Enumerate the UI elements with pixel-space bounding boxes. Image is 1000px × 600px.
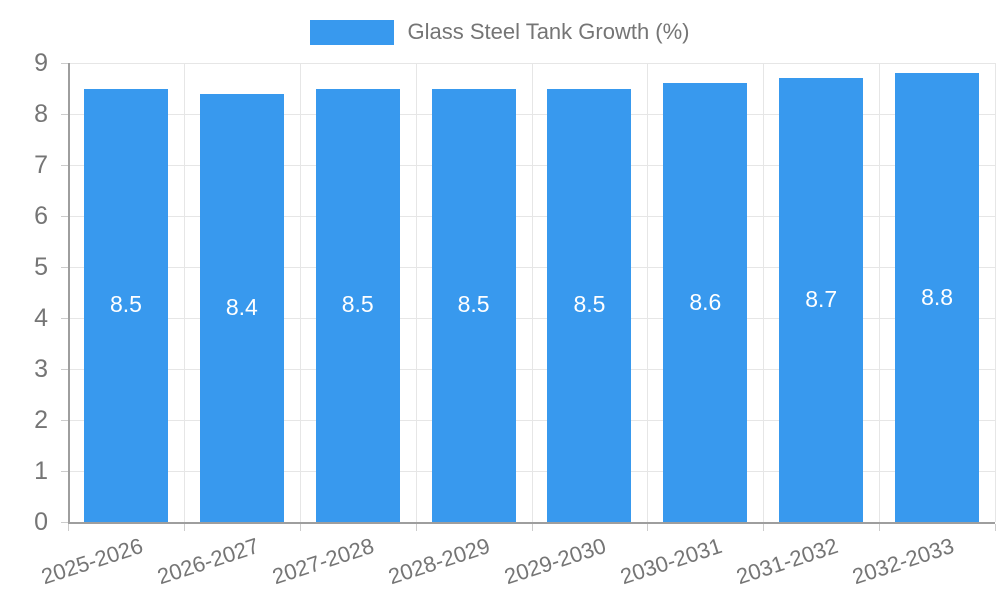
bar: 8.5 [315,88,400,522]
x-gridline [879,63,881,522]
x-axis-label: 2027-2028 [269,533,378,590]
x-gridline [299,63,301,522]
x-axis-label: 2025-2026 [37,533,146,590]
bar-value-label: 8.5 [341,291,374,318]
bar: 8.5 [431,88,516,522]
x-gridline [763,63,765,522]
y-axis-tick [61,216,68,217]
y-axis-label: 1 [34,457,48,485]
x-axis-line [68,522,995,524]
x-gridline [647,63,649,522]
bar: 8.5 [83,88,168,522]
x-axis-tick [763,524,765,531]
bar-value-label: 8.5 [573,291,606,318]
bar: 8.6 [663,83,748,522]
y-axis-tick [61,318,68,319]
x-axis-label: 2029-2030 [501,533,610,590]
x-axis-tick [647,524,649,531]
y-axis-tick [61,420,68,421]
y-axis-label: 4 [34,304,48,332]
y-axis-label: 0 [34,508,48,536]
y-axis-tick [61,471,68,472]
x-axis-tick [879,524,881,531]
x-gridline [183,63,185,522]
y-axis-tick [61,267,68,268]
x-axis-tick [995,524,996,531]
bar-value-label: 8.4 [225,293,258,320]
bar-value-label: 8.8 [921,283,954,310]
legend-swatch [310,19,395,45]
y-axis-tick [61,369,68,370]
x-gridline [995,63,996,522]
x-axis-label: 2030-2031 [617,533,726,590]
y-axis-label: 7 [34,151,48,179]
y-axis-label: 5 [34,253,48,281]
y-axis-tick [61,63,68,64]
x-axis-label: 2026-2027 [153,533,262,590]
y-axis-tick [61,522,68,523]
x-axis-label: 2032-2033 [848,533,957,590]
x-axis-tick [183,524,185,531]
bar: 8.5 [547,88,632,522]
x-gridline [415,63,417,522]
y-axis-line [68,63,70,524]
x-axis-tick [68,524,69,531]
y-axis-label: 3 [34,355,48,383]
legend-item[interactable]: Glass Steel Tank Growth (%) [0,19,1000,45]
x-gridline [531,63,533,522]
y-axis-label: 2 [34,406,48,434]
bar-value-label: 8.5 [109,291,142,318]
y-axis-label: 6 [34,202,48,230]
x-axis-tick [531,524,533,531]
y-axis-tick [61,114,68,115]
bar: 8.7 [779,78,864,522]
bar: 8.8 [895,73,980,522]
x-axis-label: 2031-2032 [733,533,841,590]
bar-value-label: 8.5 [457,291,490,318]
y-axis-label: 8 [34,100,48,128]
bar: 8.4 [199,93,284,522]
bar-value-label: 8.7 [805,286,838,313]
x-axis-tick [299,524,301,531]
bar-value-label: 8.6 [689,288,722,315]
y-axis-tick [61,165,68,166]
y-axis-label: 9 [34,49,48,77]
x-axis-tick [415,524,417,531]
legend-label: Glass Steel Tank Growth (%) [407,19,690,44]
x-axis-label: 2028-2029 [385,533,494,590]
